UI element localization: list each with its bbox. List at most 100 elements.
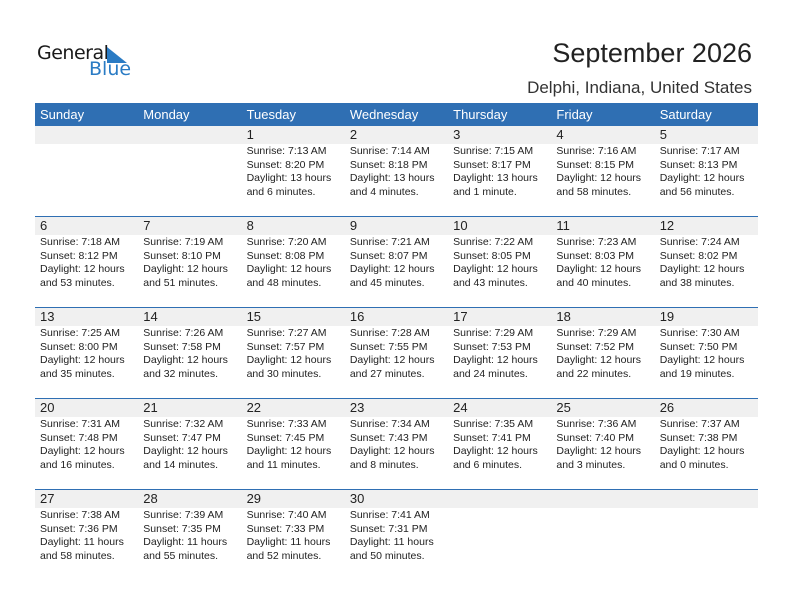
sunrise-text: Sunrise: 7:38 AM bbox=[40, 509, 120, 521]
sunrise-text: Sunrise: 7:31 AM bbox=[40, 418, 120, 430]
day-number: 25 bbox=[556, 400, 571, 415]
day-number bbox=[138, 126, 241, 144]
day-number: 20 bbox=[40, 400, 55, 415]
week-row: 20 21 22 23 24 25 26 Sunrise: 7:31 AM Sunset: 7:… bbox=[35, 398, 758, 489]
location: Delphi, Indiana, United States bbox=[527, 78, 752, 97]
weekday-thursday: Thursday bbox=[453, 107, 508, 122]
week-row: 27 28 29 30 Sunrise: 7:38 AM Sunset: 7:36 PM D… bbox=[35, 489, 758, 580]
sunset-text: Sunset: 7:52 PM bbox=[556, 340, 635, 353]
day-number: 18 bbox=[556, 309, 571, 324]
sunset-text: Sunset: 7:41 PM bbox=[453, 431, 531, 444]
logo-triangle-icon bbox=[107, 47, 127, 63]
day-number: 21 bbox=[143, 400, 158, 415]
day-cell: Sunrise: 7:17 AM Sunset: 8:13 PM Daylight:… bbox=[655, 144, 758, 199]
weekday-tuesday: Tuesday bbox=[246, 107, 296, 122]
day-cell: Sunrise: 7:22 AM Sunset: 8:05 PM Daylight:… bbox=[448, 235, 551, 290]
daylight-text: Daylight: 12 hours bbox=[453, 445, 538, 457]
sunset-text: Sunset: 8:02 PM bbox=[659, 249, 738, 262]
daylight-minutes-text: and 4 minutes. bbox=[349, 185, 419, 198]
daylight-minutes-text: and 30 minutes. bbox=[246, 367, 322, 380]
day-cell: Sunrise: 7:36 AM Sunset: 7:40 PM Daylight:… bbox=[551, 417, 654, 472]
daylight-minutes-text: and 6 minutes. bbox=[246, 185, 316, 198]
day-number bbox=[551, 490, 654, 508]
daylight-minutes-text: and 58 minutes. bbox=[556, 185, 632, 198]
day-cell: Sunrise: 7:27 AM Sunset: 7:57 PM Daylight:… bbox=[242, 326, 345, 381]
date-bar: 13 14 15 16 17 18 19 bbox=[35, 308, 758, 326]
daylight-text: Daylight: 12 hours bbox=[40, 354, 125, 366]
sunset-text: Sunset: 8:05 PM bbox=[453, 249, 531, 262]
daylight-minutes-text: and 52 minutes. bbox=[246, 549, 322, 562]
daylight-text: Daylight: 12 hours bbox=[659, 445, 745, 457]
date-bar: 20 21 22 23 24 25 26 bbox=[35, 399, 758, 417]
sunrise-text: Sunrise: 7:16 AM bbox=[556, 145, 637, 157]
daylight-text: Daylight: 12 hours bbox=[659, 263, 745, 275]
sunrise-text: Sunrise: 7:13 AM bbox=[246, 145, 327, 157]
sunrise-text: Sunrise: 7:19 AM bbox=[143, 236, 224, 248]
sunset-text: Sunset: 8:18 PM bbox=[349, 158, 428, 171]
daylight-minutes-text: and 58 minutes. bbox=[40, 549, 115, 562]
daylight-text: Daylight: 12 hours bbox=[143, 354, 228, 366]
logo-text-general: General bbox=[37, 42, 109, 64]
day-number: 12 bbox=[659, 218, 675, 233]
day-number: 3 bbox=[453, 127, 461, 142]
daylight-minutes-text: and 48 minutes. bbox=[246, 276, 322, 289]
daylight-text: Daylight: 13 hours bbox=[349, 172, 435, 184]
daylight-text: Daylight: 12 hours bbox=[556, 172, 642, 184]
weekday-friday: Friday bbox=[556, 107, 593, 122]
day-cell: Sunrise: 7:24 AM Sunset: 8:02 PM Daylight:… bbox=[655, 235, 758, 290]
sunrise-text: Sunrise: 7:37 AM bbox=[659, 418, 740, 430]
day-cell: Sunrise: 7:35 AM Sunset: 7:41 PM Daylight:… bbox=[448, 417, 551, 472]
daylight-text: Daylight: 11 hours bbox=[143, 536, 228, 548]
day-number: 2 bbox=[349, 127, 358, 142]
day-cell: Sunrise: 7:31 AM Sunset: 7:48 PM Daylight:… bbox=[35, 417, 138, 472]
day-number: 23 bbox=[349, 400, 365, 415]
date-bar: 1 2 3 4 5 bbox=[35, 126, 758, 144]
day-cell: Sunrise: 7:30 AM Sunset: 7:50 PM Daylight:… bbox=[655, 326, 758, 381]
page-title: September 2026 bbox=[552, 38, 752, 68]
day-info-row: Sunrise: 7:13 AM Sunset: 8:20 PM Daylight:… bbox=[35, 144, 758, 199]
daylight-text: Daylight: 12 hours bbox=[349, 354, 435, 366]
daylight-minutes-text: and 45 minutes. bbox=[349, 276, 425, 289]
day-cell: Sunrise: 7:16 AM Sunset: 8:15 PM Daylight:… bbox=[551, 144, 654, 199]
sunset-text: Sunset: 8:00 PM bbox=[40, 340, 118, 353]
day-number: 11 bbox=[556, 218, 570, 233]
sunrise-text: Sunrise: 7:22 AM bbox=[453, 236, 534, 248]
day-cell: Sunrise: 7:20 AM Sunset: 8:08 PM Daylight:… bbox=[242, 235, 345, 290]
weekday-sunday: Sunday bbox=[40, 107, 85, 122]
daylight-minutes-text: and 53 minutes. bbox=[40, 276, 115, 289]
sunset-text: Sunset: 7:53 PM bbox=[453, 340, 531, 353]
day-cell: Sunrise: 7:29 AM Sunset: 7:52 PM Daylight:… bbox=[551, 326, 654, 381]
day-number: 19 bbox=[659, 309, 675, 324]
sunset-text: Sunset: 8:07 PM bbox=[349, 249, 428, 262]
day-info-row: Sunrise: 7:25 AM Sunset: 8:00 PM Daylight:… bbox=[35, 326, 758, 381]
day-cell: Sunrise: 7:26 AM Sunset: 7:58 PM Daylight:… bbox=[138, 326, 241, 381]
daylight-minutes-text: and 51 minutes. bbox=[143, 276, 218, 289]
daylight-text: Daylight: 12 hours bbox=[659, 354, 745, 366]
sunset-text: Sunset: 8:13 PM bbox=[659, 158, 738, 171]
sunrise-text: Sunrise: 7:32 AM bbox=[143, 418, 224, 430]
daylight-minutes-text: and 50 minutes. bbox=[349, 549, 425, 562]
day-number: 27 bbox=[40, 491, 55, 506]
day-number: 1 bbox=[246, 127, 254, 142]
day-number: 13 bbox=[40, 309, 55, 324]
day-number bbox=[35, 126, 138, 144]
day-cell bbox=[655, 508, 758, 563]
daylight-text: Daylight: 12 hours bbox=[246, 354, 332, 366]
sunrise-text: Sunrise: 7:28 AM bbox=[349, 327, 430, 339]
date-bar: 6 7 8 9 10 11 12 bbox=[35, 217, 758, 235]
sunset-text: Sunset: 7:31 PM bbox=[349, 522, 428, 535]
sunrise-text: Sunrise: 7:29 AM bbox=[453, 327, 534, 339]
day-cell: Sunrise: 7:37 AM Sunset: 7:38 PM Daylight:… bbox=[655, 417, 758, 472]
daylight-minutes-text: and 24 minutes. bbox=[453, 367, 528, 380]
day-cell bbox=[448, 508, 551, 563]
sunset-text: Sunset: 7:57 PM bbox=[246, 340, 325, 353]
sunrise-text: Sunrise: 7:23 AM bbox=[556, 236, 637, 248]
sunrise-text: Sunrise: 7:18 AM bbox=[40, 236, 120, 248]
sunrise-text: Sunrise: 7:21 AM bbox=[349, 236, 430, 248]
daylight-minutes-text: and 8 minutes. bbox=[349, 458, 419, 471]
sunrise-text: Sunrise: 7:29 AM bbox=[556, 327, 637, 339]
weekday-header: Sunday Monday Tuesday Wednesday Thursday Frid… bbox=[35, 103, 758, 126]
sunset-text: Sunset: 8:12 PM bbox=[40, 249, 118, 262]
sunrise-text: Sunrise: 7:25 AM bbox=[40, 327, 120, 339]
day-info-row: Sunrise: 7:38 AM Sunset: 7:36 PM Daylight:… bbox=[35, 508, 758, 563]
